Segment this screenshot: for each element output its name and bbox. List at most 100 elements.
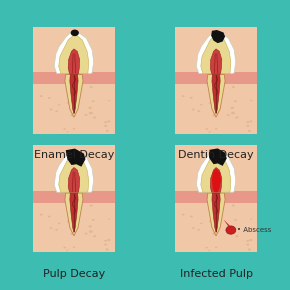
Polygon shape	[211, 30, 225, 43]
Ellipse shape	[246, 121, 249, 123]
Ellipse shape	[248, 249, 251, 251]
Ellipse shape	[90, 86, 93, 88]
Ellipse shape	[72, 218, 76, 220]
Ellipse shape	[66, 131, 68, 133]
Ellipse shape	[182, 214, 185, 216]
Ellipse shape	[88, 225, 92, 228]
Ellipse shape	[250, 218, 252, 220]
Ellipse shape	[93, 235, 96, 237]
Ellipse shape	[249, 239, 253, 241]
Ellipse shape	[92, 219, 95, 221]
Ellipse shape	[227, 114, 230, 116]
Polygon shape	[66, 148, 86, 167]
Bar	[175, 191, 257, 203]
Polygon shape	[196, 30, 236, 74]
Polygon shape	[212, 75, 220, 114]
Text: Pulp Decay: Pulp Decay	[43, 269, 105, 279]
Ellipse shape	[89, 230, 93, 233]
Polygon shape	[54, 148, 94, 192]
Ellipse shape	[58, 222, 60, 224]
Polygon shape	[201, 35, 231, 74]
Ellipse shape	[190, 97, 193, 99]
Ellipse shape	[232, 86, 235, 88]
Ellipse shape	[50, 227, 52, 229]
Ellipse shape	[71, 30, 79, 36]
Polygon shape	[210, 49, 222, 74]
Polygon shape	[59, 154, 89, 192]
Ellipse shape	[85, 233, 88, 235]
Ellipse shape	[200, 222, 202, 224]
Polygon shape	[207, 193, 225, 236]
Ellipse shape	[232, 204, 235, 206]
Polygon shape	[65, 75, 83, 117]
Ellipse shape	[104, 121, 107, 123]
Text: Enamel Decay: Enamel Decay	[34, 151, 114, 160]
Ellipse shape	[106, 249, 109, 251]
Ellipse shape	[212, 114, 216, 116]
Ellipse shape	[182, 95, 185, 97]
Ellipse shape	[70, 114, 74, 116]
Ellipse shape	[93, 117, 96, 119]
Ellipse shape	[197, 229, 200, 231]
Ellipse shape	[50, 108, 52, 110]
Polygon shape	[201, 154, 231, 192]
Text: Dentin Decay: Dentin Decay	[178, 151, 254, 160]
Ellipse shape	[67, 102, 70, 104]
Ellipse shape	[227, 233, 230, 235]
Ellipse shape	[55, 229, 58, 231]
Ellipse shape	[248, 130, 251, 132]
Ellipse shape	[206, 128, 208, 130]
Ellipse shape	[85, 114, 88, 116]
Ellipse shape	[250, 100, 252, 101]
Polygon shape	[68, 49, 80, 74]
Ellipse shape	[66, 250, 68, 251]
Ellipse shape	[40, 95, 43, 97]
Polygon shape	[207, 75, 225, 117]
Polygon shape	[65, 193, 83, 236]
Polygon shape	[59, 35, 89, 74]
Polygon shape	[70, 193, 78, 233]
Ellipse shape	[226, 226, 236, 234]
Ellipse shape	[104, 244, 107, 246]
Polygon shape	[224, 219, 230, 226]
Polygon shape	[70, 75, 78, 114]
Ellipse shape	[108, 100, 110, 101]
Ellipse shape	[48, 215, 51, 218]
Ellipse shape	[214, 99, 218, 102]
Ellipse shape	[48, 97, 51, 99]
Ellipse shape	[104, 240, 107, 242]
Ellipse shape	[246, 244, 249, 246]
Ellipse shape	[209, 102, 212, 104]
Ellipse shape	[106, 130, 109, 132]
Ellipse shape	[73, 128, 75, 130]
Bar	[33, 72, 115, 84]
Ellipse shape	[234, 219, 237, 221]
Ellipse shape	[192, 227, 195, 229]
Bar	[175, 72, 257, 84]
Ellipse shape	[200, 104, 202, 106]
Ellipse shape	[246, 240, 249, 242]
Ellipse shape	[92, 100, 95, 102]
Ellipse shape	[90, 204, 93, 206]
Polygon shape	[68, 168, 80, 192]
Ellipse shape	[231, 112, 235, 114]
Ellipse shape	[206, 247, 208, 249]
Ellipse shape	[231, 107, 234, 109]
Ellipse shape	[55, 110, 58, 112]
Polygon shape	[209, 148, 227, 166]
Ellipse shape	[64, 247, 66, 249]
Ellipse shape	[231, 225, 234, 228]
Ellipse shape	[246, 125, 249, 127]
Ellipse shape	[104, 125, 107, 127]
Ellipse shape	[190, 215, 193, 218]
Ellipse shape	[234, 100, 237, 102]
Ellipse shape	[215, 246, 218, 248]
Polygon shape	[54, 30, 94, 74]
Ellipse shape	[197, 110, 200, 112]
Ellipse shape	[40, 214, 43, 216]
Ellipse shape	[212, 233, 216, 235]
Ellipse shape	[108, 218, 110, 220]
Ellipse shape	[209, 250, 211, 251]
Ellipse shape	[192, 108, 195, 110]
Ellipse shape	[72, 99, 76, 102]
